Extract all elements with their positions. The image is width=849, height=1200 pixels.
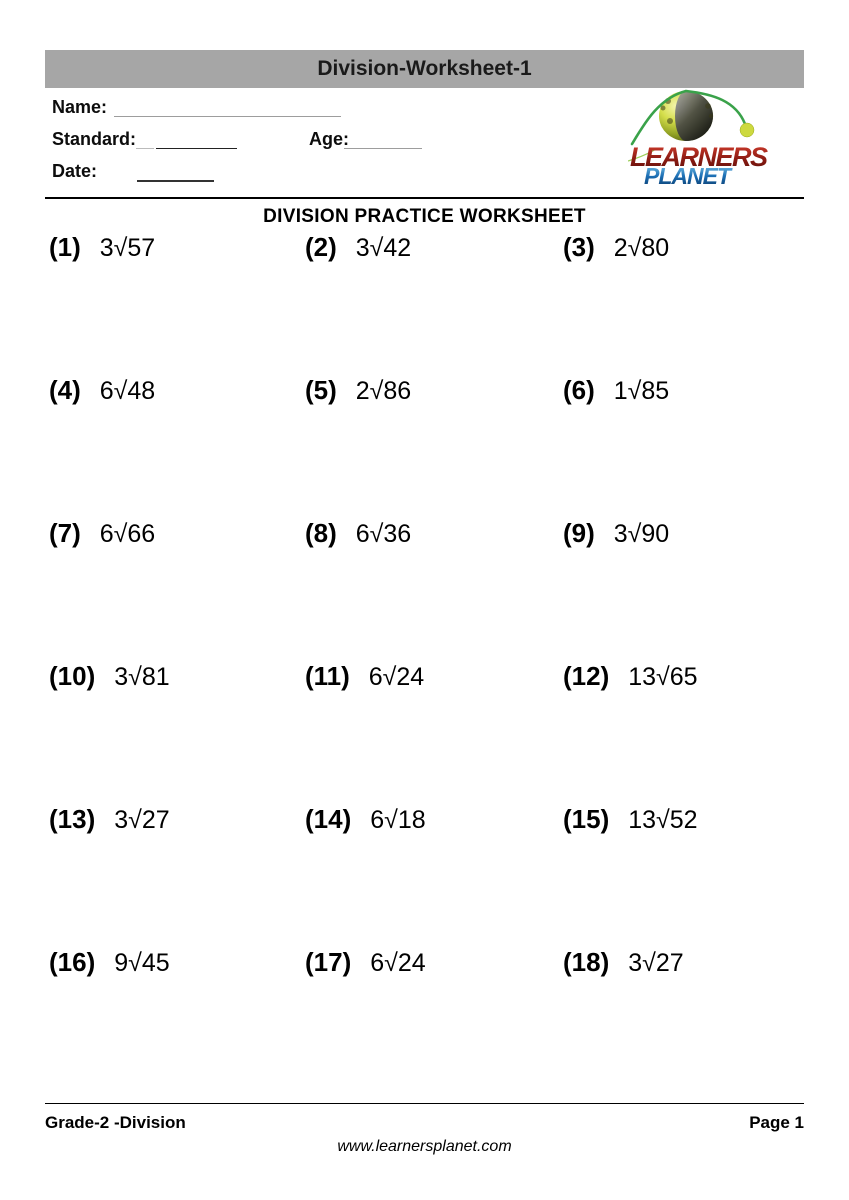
svg-text:PLANET: PLANET — [644, 163, 733, 186]
